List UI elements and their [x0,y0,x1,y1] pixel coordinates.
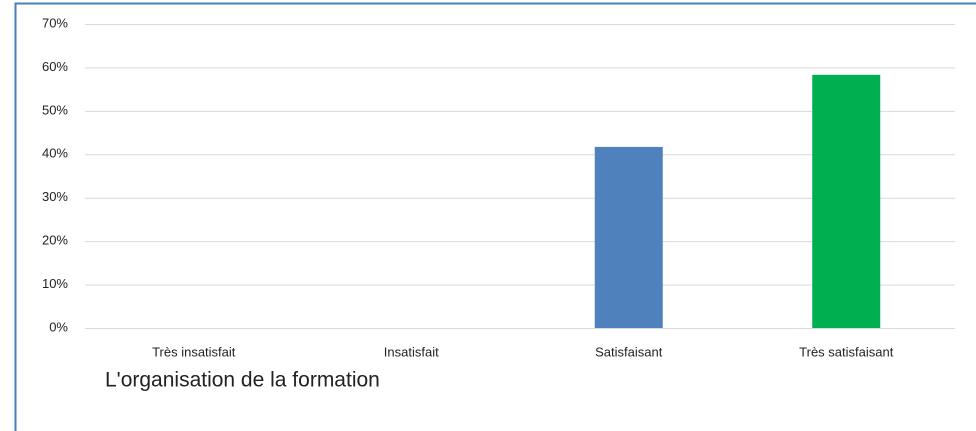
bar [594,146,663,328]
y-tick-label: 60% [42,59,68,74]
x-tick-label: Très insatisfait [152,344,236,359]
bar [812,74,881,328]
x-tick-label: Insatisfait [384,344,439,359]
y-tick-label: 30% [42,189,68,204]
y-tick-label: 20% [42,233,68,248]
chart-frame [14,2,976,431]
y-tick-label: 50% [42,102,68,117]
chart-title: L'organisation de la formation [105,369,380,392]
x-tick-label: Satisfaisant [595,344,663,359]
y-tick-label: 40% [42,146,68,161]
x-tick-label: Très satisfaisant [799,344,894,359]
y-tick-label: 70% [42,15,68,30]
y-tick-label: 0% [49,319,68,334]
y-tick-label: 10% [42,276,68,291]
